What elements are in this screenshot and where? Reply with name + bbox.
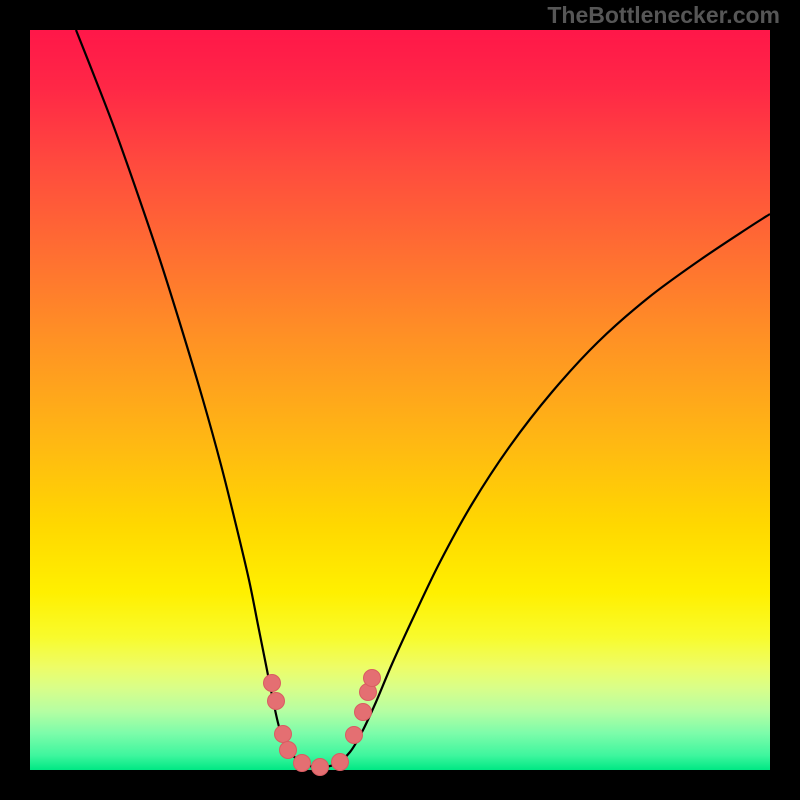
marker-point [312, 759, 329, 776]
marker-point [346, 727, 363, 744]
marker-point [364, 670, 381, 687]
watermark-text: TheBottlenecker.com [547, 2, 780, 29]
marker-point [268, 693, 285, 710]
marker-point [280, 742, 297, 759]
chart-stage: TheBottlenecker.com [0, 0, 800, 800]
marker-point [264, 675, 281, 692]
marker-point [275, 726, 292, 743]
marker-point [294, 755, 311, 772]
bottleneck-curve-chart [0, 0, 800, 800]
plot-background [30, 30, 770, 770]
marker-point [355, 704, 372, 721]
marker-point [332, 754, 349, 771]
